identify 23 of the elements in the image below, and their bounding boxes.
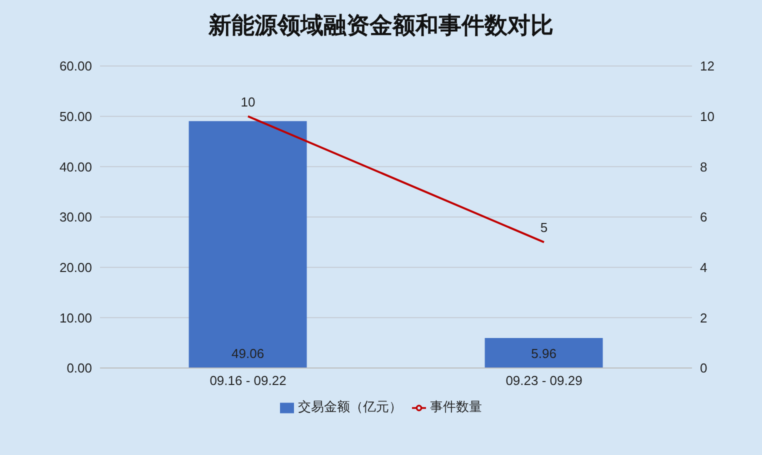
y-tick-label: 40.00 — [59, 159, 92, 174]
data-label: 5 — [540, 220, 548, 236]
y2-tick-label: 2 — [700, 310, 708, 326]
y2-tick-label: 8 — [700, 159, 708, 174]
legend-label: 交易金额（亿元） — [298, 399, 402, 414]
data-label: 10 — [240, 94, 256, 110]
y2-tick-label: 10 — [700, 108, 714, 124]
y2-tick-label: 12 — [700, 58, 714, 74]
legend-label: 事件数量 — [430, 399, 482, 414]
data-label: 5.96 — [531, 346, 556, 361]
y-tick-label: 30.00 — [59, 210, 92, 225]
y2-tick-label: 6 — [700, 210, 708, 225]
chart-title: 新能源领域融资金额和事件数对比 — [207, 11, 554, 40]
y-tick-label: 50.00 — [59, 108, 92, 124]
data-label: 49.06 — [232, 346, 264, 361]
y-tick-label: 10.00 — [59, 310, 92, 326]
y-tick-label: 60.00 — [59, 58, 92, 74]
y-tick-label: 20.00 — [59, 260, 92, 275]
x-tick-label: 09.23 - 09.29 — [506, 373, 582, 388]
y2-tick-label: 4 — [700, 260, 708, 275]
x-tick-label: 09.16 - 09.22 — [210, 373, 286, 388]
y-tick-label: 0.00 — [66, 360, 92, 376]
y2-tick-label: 0 — [700, 360, 708, 376]
